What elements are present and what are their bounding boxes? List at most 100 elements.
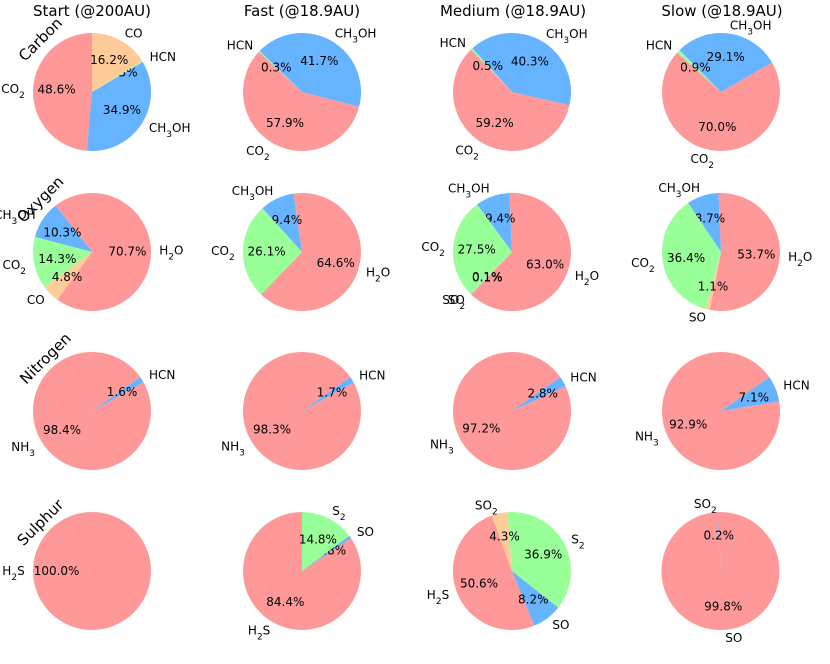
pie-label-oxygen-0-ch3oh: CH3OH <box>0 208 36 227</box>
pie-pct-sulphur-2-so: 8.2% <box>518 592 549 606</box>
pie-slice-oxygen-3-co2 <box>661 203 721 309</box>
pie-slice-oxygen-1-ch3oh <box>262 193 302 252</box>
pie-pct-carbon-2-co2: 59.2% <box>476 116 514 130</box>
pie-sulphur-3: 99.8% SO 0.2% SO2 <box>661 497 780 645</box>
pie-pct-carbon-2-ch3oh: 40.3% <box>511 54 549 68</box>
pie-label-sulphur-2-s2: S2 <box>571 532 584 551</box>
pie-pct-carbon-1-co2: 57.9% <box>266 116 304 130</box>
pie-label-carbon-3-ch3oh: CH3OH <box>730 18 772 37</box>
pie-label-sulphur-2-h2s: H2S <box>427 588 449 607</box>
pie-label-oxygen-3-ch3oh: CH3OH <box>658 181 700 200</box>
pie-pct-oxygen-3-co2: 36.4% <box>667 251 705 265</box>
pie-label-carbon-0-hcn: HCN <box>150 50 176 64</box>
pie-pct-oxygen-2-ch3oh: 9.4% <box>485 212 516 226</box>
pie-label-sulphur-1-h2s: H2S <box>248 623 270 642</box>
pie-pct-oxygen-0-co2: 14.3% <box>38 252 76 266</box>
pie-pct-sulphur-3-so: 99.8% <box>704 599 742 613</box>
pie-label-carbon-0-co2: CO2 <box>1 82 25 101</box>
pie-pct-oxygen-3-h2o: 53.7% <box>737 248 775 262</box>
pie-pct-oxygen-0-co: 4.8% <box>52 270 83 284</box>
column-title-medium: Medium (@18.9AU) <box>440 2 586 20</box>
pie-carbon-3: 70.0% CO2 29.1% CH3OH 0.9% HCN <box>646 18 781 171</box>
pie-label-carbon-1-co2: CO2 <box>246 144 270 163</box>
pie-slice-oxygen-1-h2o <box>261 192 362 311</box>
pie-label-nitrogen-2-hcn: HCN <box>570 370 596 384</box>
pie-pct-nitrogen-1-nh3: 98.3% <box>253 423 291 437</box>
pie-label-nitrogen-0-nh3: NH3 <box>11 440 35 459</box>
pie-slice-carbon-1-hcn <box>258 50 302 92</box>
column-title-slow: Slow (@18.9AU) <box>661 2 782 20</box>
pie-pct-sulphur-2-s2: 36.9% <box>524 547 562 561</box>
pie-label-sulphur-2-so2: SO2 <box>475 498 498 517</box>
pie-slice-oxygen-2-h2o <box>471 193 572 312</box>
pie-pct-nitrogen-3-hcn: 7.1% <box>739 391 770 405</box>
pie-slice-oxygen-0-co2 <box>33 237 92 288</box>
pie-slice-carbon-1-co2 <box>243 51 360 151</box>
pie-slice-sulphur-2-so <box>512 571 559 626</box>
pie-pct-sulphur-2-so2: 4.3% <box>489 529 520 543</box>
pie-label-carbon-0-co: CO <box>125 26 143 40</box>
pie-slice-sulphur-2-so2 <box>491 512 512 571</box>
pie-pct-carbon-1-hcn: 0.3% <box>261 61 292 75</box>
pie-label-oxygen-2-ch3oh: CH3OH <box>448 182 490 201</box>
pie-label-oxygen-2-co2: CO2 <box>421 240 445 259</box>
pie-label-carbon-1-ch3oh: CH3OH <box>335 26 377 45</box>
pie-pct-oxygen-1-ch3oh: 9.4% <box>272 213 303 227</box>
pie-label-oxygen-2-so: SO <box>448 293 465 307</box>
pie-carbon-2: 59.2% CO2 40.3% CH3OH 0.5% HCN <box>440 27 588 163</box>
column-title-start: Start (@200AU) <box>33 2 151 20</box>
column-title-fast: Fast (@18.9AU) <box>244 2 360 20</box>
pie-pct-oxygen-3-so: 1.1% <box>698 280 729 294</box>
pie-label-oxygen-3-so: SO <box>689 311 706 325</box>
pie-slice-sulphur-1-h2s <box>243 512 362 630</box>
pie-oxygen-3: 53.7% H2O 8.7% CH3OH 36.4% CO2 1.1% SO <box>631 181 812 324</box>
pie-slice-carbon-2-co2 <box>453 49 570 152</box>
pie-pct-carbon-2-hcn: 0.5% <box>473 59 504 73</box>
pie-pct-carbon-3-hcn: 0.9% <box>680 61 711 75</box>
pie-slice-oxygen-2-so2 <box>470 252 512 295</box>
pie-slice-oxygen-3-ch3oh <box>688 193 721 252</box>
pie-label-sulphur-3-so: SO <box>725 631 742 645</box>
pie-slice-sulphur-2-h2s <box>452 515 535 631</box>
pie-label-nitrogen-3-nh3: NH3 <box>635 429 659 448</box>
pie-label-nitrogen-3-hcn: HCN <box>783 379 809 393</box>
pie-slice-oxygen-3-so <box>705 252 721 310</box>
pie-pct-oxygen-2-so: 0.1% <box>472 270 503 284</box>
pie-slice-oxygen-2-co2 <box>453 204 512 294</box>
pie-pct-nitrogen-3-nh3: 92.9% <box>669 417 707 431</box>
pie-label-carbon-2-co2: CO2 <box>455 144 479 163</box>
pie-pct-nitrogen-2-hcn: 2.8% <box>527 386 558 400</box>
pie-pct-carbon-0-co: 16.2% <box>90 53 128 67</box>
pie-label-carbon-3-hcn: HCN <box>646 39 672 53</box>
pie-label-sulphur-0-h2s: H2S <box>2 564 24 583</box>
pie-pct-sulphur-3-so2: 0.2% <box>704 529 735 543</box>
pie-sulphur-2: 50.6% H2S 8.2%SO 36.9% S2 4.3% SO2 <box>427 498 585 632</box>
pie-label-nitrogen-1-hcn: HCN <box>359 368 385 382</box>
pie-pct-oxygen-1-co2: 26.1% <box>248 244 286 258</box>
pie-pct-carbon-0-ch3oh: 34.9% <box>103 103 141 117</box>
pie-slice-carbon-0-co2 <box>33 33 92 151</box>
pie-slice-nitrogen-1-hcn <box>302 377 354 411</box>
pie-slice-nitrogen-2-nh3 <box>453 352 572 471</box>
pie-pct-oxygen-2-h2o: 63.0% <box>526 258 564 272</box>
pie-slice-oxygen-1-co2 <box>243 208 302 295</box>
pie-label-carbon-1-hcn: HCN <box>227 39 253 53</box>
pie-slice-oxygen-0-ch3oh <box>34 205 92 252</box>
pie-slice-carbon-0-hcn <box>92 61 143 92</box>
pie-pct-nitrogen-1-hcn: 1.7% <box>317 385 348 399</box>
pie-slice-carbon-1-ch3oh <box>259 33 361 107</box>
pie-slice-oxygen-3-h2o <box>709 193 780 312</box>
pie-pct-carbon-1-ch3oh: 41.7% <box>300 54 338 68</box>
pie-label-carbon-0-ch3oh: CH3OH <box>149 121 191 140</box>
pie-oxygen-1: 64.6% H2O 9.4% CH3OH 26.1% CO2 <box>211 184 390 311</box>
column-titles: Start (@200AU) Fast (@18.9AU) Medium (@1… <box>33 2 783 20</box>
pie-label-carbon-2-hcn: HCN <box>440 36 466 50</box>
pie-label-oxygen-1-h2o: H2O <box>366 266 390 285</box>
pie-label-nitrogen-2-nh3: NH3 <box>430 438 454 457</box>
pie-slice-carbon-0-co <box>92 32 143 92</box>
pie-label-sulphur-1-s2: S2 <box>332 504 345 523</box>
pie-pct-nitrogen-0-nh3: 98.4% <box>43 423 81 437</box>
pie-slice-carbon-3-ch3oh <box>679 33 773 92</box>
